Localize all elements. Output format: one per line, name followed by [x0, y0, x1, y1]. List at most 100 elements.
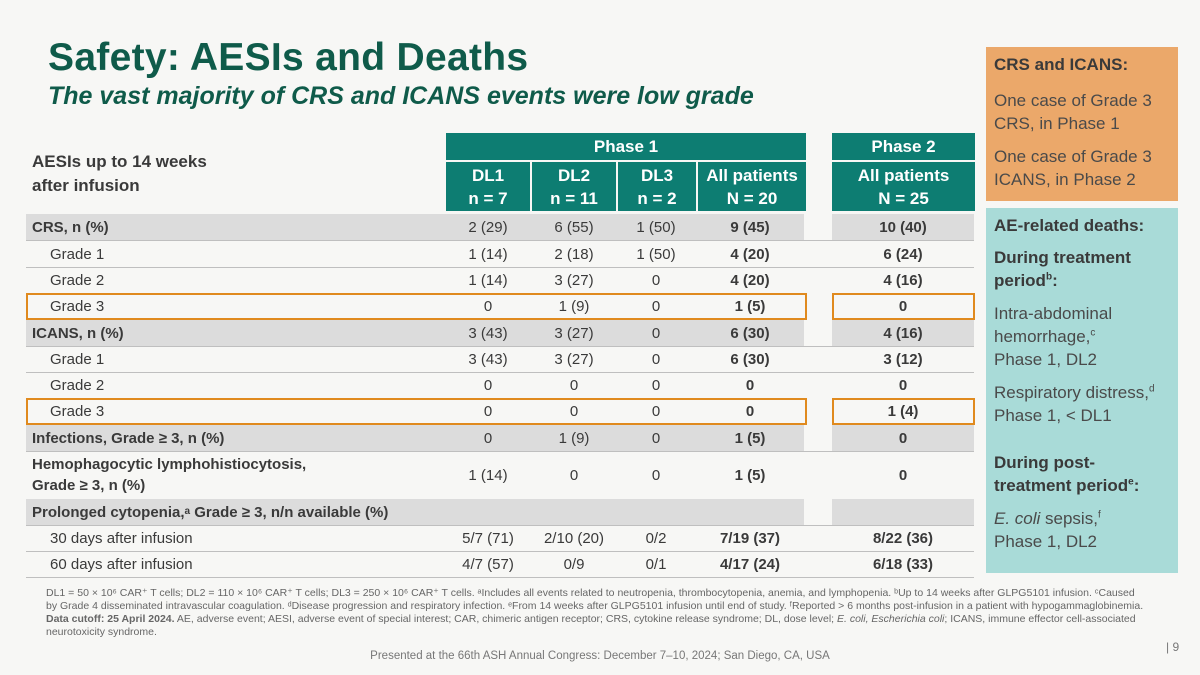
- table-row: Grade 2 1 (14) 3 (27) 0 4 (20) 4 (16): [26, 267, 974, 293]
- slide-subtitle: The vast majority of CRS and ICANS event…: [48, 82, 754, 110]
- row-label-line2: Grade ≥ 3, n (%): [32, 477, 146, 494]
- heading-text: During treatment period: [994, 248, 1131, 290]
- cell-phase1-all: 1 (5): [734, 297, 766, 315]
- table-row: Hemophagocytic lymphohistiocytosis, Grad…: [26, 452, 974, 498]
- row-label: Grade 1: [50, 245, 105, 263]
- cell-phase1-all: 4 (20): [730, 271, 770, 289]
- cell-dl3: 0: [651, 297, 661, 315]
- table-row: 30 days after infusion 5/7 (71) 2/10 (20…: [26, 525, 974, 551]
- table-row: Grade 1 3 (43) 3 (27) 0 6 (30) 3 (12): [26, 346, 974, 372]
- footnotes: DL1 = 50 × 10⁶ CAR⁺ T cells; DL2 = 110 ×…: [46, 587, 1146, 639]
- cell-dl2: 1 (9): [558, 297, 590, 315]
- table-row: Grade 2 0 0 0 0 0: [26, 372, 974, 398]
- cell-dl1: 1 (14): [468, 466, 508, 484]
- cell-dl3: 1 (50): [636, 245, 676, 263]
- col-header-phase1-all: All patients N = 20: [698, 162, 806, 211]
- data-cutoff: Data cutoff: 25 April 2024.: [46, 613, 175, 625]
- footnote-marker: e: [1128, 476, 1134, 488]
- death-cause-organism: E. coli: [994, 509, 1041, 528]
- col-header-dl2: DL2 n = 11: [532, 162, 616, 211]
- footnote-text: DL1 = 50 × 10⁶ CAR⁺ T cells; DL2 = 110 ×…: [46, 587, 1144, 612]
- row-label: Grade 3: [50, 297, 105, 315]
- crs-icans-callout: CRS and ICANS: One case of Grade 3 CRS, …: [986, 47, 1178, 201]
- cell-dl2: 1 (9): [558, 429, 590, 447]
- table-row: 60 days after infusion 4/7 (57) 0/9 0/1 …: [26, 551, 974, 577]
- cell-phase1-all: 6 (30): [730, 324, 770, 342]
- cell-dl1: 2 (29): [468, 218, 508, 236]
- footnote-marker: d: [1148, 383, 1155, 395]
- death-cause: Respiratory distress,: [994, 383, 1149, 402]
- row-label: CRS, n (%): [32, 218, 109, 236]
- cell-phase1-all: 1 (5): [734, 466, 766, 484]
- cell-phase1-all: 0: [745, 376, 755, 394]
- table-row: Prolonged cytopenia, a Grade ≥ 3, n/n ava…: [26, 499, 974, 525]
- row-label: 30 days after infusion: [50, 529, 193, 547]
- icans-grade3-highlight: [26, 398, 807, 425]
- cell-phase2-all: 4 (16): [883, 271, 923, 289]
- death-item: Intra-abdominal hemorrhage,c Phase 1, DL…: [994, 302, 1170, 371]
- cell-phase1-all: 6 (30): [730, 350, 770, 368]
- death-detail: Phase 1, DL2: [994, 532, 1098, 551]
- table-row: Grade 3 0 1 (9) 0 1 (5) 0: [26, 293, 974, 319]
- cell-dl1: 3 (43): [468, 324, 508, 342]
- col-name: DL2: [557, 165, 591, 185]
- row-label-rest: Grade ≥ 3, n/n available (%): [190, 503, 389, 521]
- phase1-header: Phase 1: [446, 133, 806, 160]
- footnote-marker: b: [1045, 271, 1053, 283]
- cell-phase2-all: 4 (16): [883, 324, 923, 342]
- death-cause: Intra-abdominal hemorrhage,: [994, 304, 1113, 346]
- row-label-line1: Hemophagocytic lymphohistiocytosis,: [32, 456, 307, 473]
- row-label: Grade 2: [50, 376, 105, 394]
- col-header-phase2-all: All patients N = 25: [832, 162, 975, 211]
- table-row: Grade 3 0 0 0 0 1 (4): [26, 398, 974, 424]
- col-name: DL3: [640, 165, 674, 185]
- row-label: Infections, Grade ≥ 3, n (%): [32, 429, 225, 447]
- cell-phase2-all: 1 (4): [887, 402, 919, 420]
- table-row: ICANS, n (%) 3 (43) 3 (27) 0 6 (30) 4 (1…: [26, 320, 974, 346]
- cell-dl3: 0: [651, 429, 661, 447]
- crs-grade3-phase2-highlight: [832, 293, 975, 320]
- col-header-dl3: DL3 n = 2: [618, 162, 696, 211]
- cell-dl1: 0: [483, 429, 493, 447]
- cell-phase1-all: 0: [745, 402, 755, 420]
- col-header-dl1: DL1 n = 7: [446, 162, 530, 211]
- table-row: Grade 1 1 (14) 2 (18) 1 (50) 4 (20) 6 (2…: [26, 241, 974, 267]
- death-detail: Phase 1, < DL1: [994, 406, 1112, 425]
- cell-dl2: 0: [569, 466, 579, 484]
- cell-dl3: 0: [651, 466, 661, 484]
- cell-phase2-all: 0: [898, 429, 908, 447]
- callout-line: One case of Grade 3 CRS, in Phase 1: [994, 91, 1152, 133]
- death-item: E. coli sepsis,f Phase 1, DL2: [994, 507, 1170, 553]
- col-name: All patients: [706, 165, 798, 185]
- table-row-header: AESIs up to 14 weeks after infusion: [32, 152, 207, 195]
- cell-dl3: 0: [651, 376, 661, 394]
- cell-dl1: 1 (14): [468, 245, 508, 263]
- callout-line: One case of Grade 3 ICANS, in Phase 2: [994, 147, 1152, 189]
- cell-dl1: 1 (14): [468, 271, 508, 289]
- cell-dl1: 0: [483, 297, 493, 315]
- table-row: CRS, n (%) 2 (29) 6 (55) 1 (50) 9 (45) 1…: [26, 214, 974, 240]
- footnote-marker: f: [1097, 509, 1101, 521]
- cell-phase2-all: 0: [898, 376, 908, 394]
- page-number: | 9: [1166, 640, 1180, 654]
- row-label: ICANS, n (%): [32, 324, 124, 342]
- footnote-abbreviations: AE, adverse event; AESI, adverse event o…: [176, 613, 835, 625]
- cell-dl2: 3 (27): [554, 324, 594, 342]
- row-label: 60 days after infusion: [50, 555, 193, 573]
- row-label: Grade 1: [50, 350, 105, 368]
- cell-phase2-all: 6/18 (33): [872, 555, 934, 573]
- icans-grade3-phase2-highlight: [832, 398, 975, 425]
- cell-dl3: 0: [651, 324, 661, 342]
- cell-dl3: 1 (50): [636, 218, 676, 236]
- slide-title: Safety: AESIs and Deaths: [48, 36, 529, 79]
- death-detail: Phase 1, DL2: [994, 350, 1098, 369]
- cell-phase1-all: 9 (45): [730, 218, 770, 236]
- col-n: n = 7: [468, 188, 508, 208]
- row-label: Grade 3: [50, 402, 105, 420]
- cell-dl3: 0: [651, 350, 661, 368]
- col-n: N = 20: [726, 188, 778, 208]
- cell-phase1-all: 1 (5): [734, 429, 766, 447]
- cell-dl2: 3 (27): [554, 271, 594, 289]
- cell-dl3: 0/2: [645, 529, 667, 547]
- cell-dl2: 0: [569, 402, 579, 420]
